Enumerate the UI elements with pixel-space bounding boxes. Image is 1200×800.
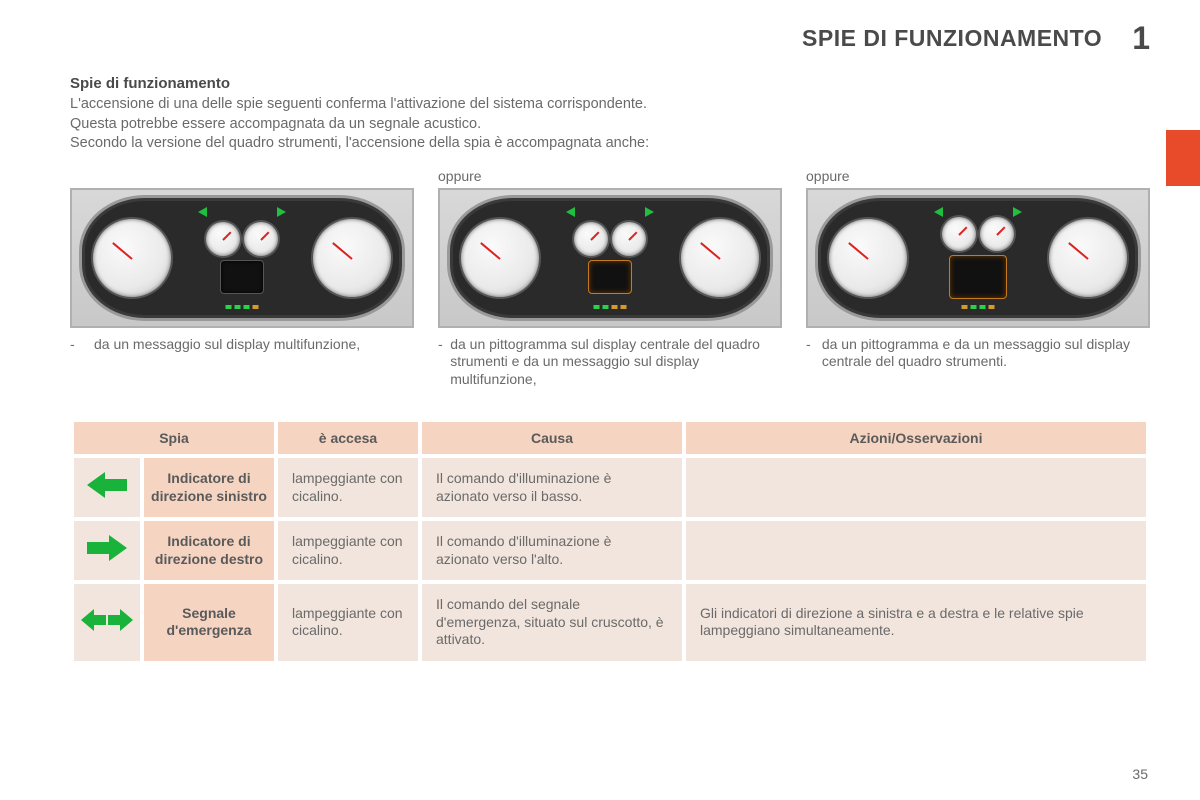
warning-light-strip: [226, 305, 259, 309]
row1-status: lampeggiante con cicalino.: [278, 458, 418, 517]
row3-causa: Il comando del segnale d'emergenza, situ…: [422, 584, 682, 661]
turn-signal-left-icon: [566, 207, 575, 217]
temp-gauge: [244, 222, 278, 256]
row1-name: Indicatore di direzione sinistro: [144, 458, 274, 517]
document-page: SPIE DI FUNZIONAMENTO 1 Spie di funziona…: [0, 0, 1200, 685]
tachometer-gauge: [93, 219, 171, 297]
row1-icon-cell: [74, 458, 140, 517]
speedometer-gauge: [681, 219, 759, 297]
fuel-gauge: [206, 222, 240, 256]
speedometer-gauge: [313, 219, 391, 297]
row3-icon-cell: [74, 584, 140, 661]
arrow-left-icon: [85, 470, 129, 500]
oppure-label-1: oppure: [438, 168, 782, 186]
instrument-cluster-3: [821, 201, 1136, 315]
turn-signal-left-icon: [934, 207, 943, 217]
speedometer-gauge: [1049, 219, 1127, 297]
turn-signal-left-icon: [198, 207, 207, 217]
side-tab: [1166, 130, 1200, 186]
caption-text-3: da un pittogramma e da un messaggio sul …: [822, 336, 1150, 389]
row1-causa: Il comando d'illuminazione è azionato ve…: [422, 458, 682, 517]
th-azioni: Azioni/Osservazioni: [686, 422, 1146, 454]
table-row: Indicatore di direzione destro lampeggia…: [74, 521, 1146, 580]
cluster-row: oppure: [70, 168, 1150, 328]
temp-gauge: [612, 222, 646, 256]
arrow-right-icon: [85, 533, 129, 563]
temp-gauge: [980, 217, 1014, 251]
turn-signal-right-icon: [645, 207, 654, 217]
tachometer-gauge: [461, 219, 539, 297]
row3-status: lampeggiante con cicalino.: [278, 584, 418, 661]
page-header: SPIE DI FUNZIONAMENTO 1: [70, 20, 1150, 57]
table-row: Indicatore di direzione sinistro lampegg…: [74, 458, 1146, 517]
table-row: Segnale d'emergenza lampeggiante con cic…: [74, 584, 1146, 661]
row3-name: Segnale d'emergenza: [144, 584, 274, 661]
cluster-frame-2: [438, 188, 782, 328]
row2-name: Indicatore di direzione destro: [144, 521, 274, 580]
caption-3: -da un pittogramma e da un messaggio sul…: [806, 336, 1150, 389]
arrow-both-icon: [80, 607, 134, 633]
th-causa: Causa: [422, 422, 682, 454]
cluster-col-3: oppure: [806, 168, 1150, 328]
central-display-large: [949, 255, 1007, 299]
intro-text: L'accensione di una delle spie seguenti …: [70, 95, 1150, 154]
row3-azioni: Gli indicatori di direzione a sinistra e…: [686, 584, 1146, 661]
multifunction-display: [220, 260, 264, 294]
turn-signal-right-icon: [1013, 207, 1022, 217]
instrument-cluster-2: [453, 201, 768, 315]
fuel-gauge: [942, 217, 976, 251]
cluster-frame-1: [70, 188, 414, 328]
section-heading: Spie di funzionamento: [70, 75, 1150, 92]
oppure-spacer: [70, 168, 414, 186]
turn-signal-right-icon: [277, 207, 286, 217]
caption-text-1: da un messaggio sul display multifunzion…: [94, 336, 360, 389]
instrument-cluster-1: [85, 201, 400, 315]
row2-status: lampeggiante con cicalino.: [278, 521, 418, 580]
warning-light-strip: [962, 305, 995, 309]
row1-azioni: [686, 458, 1146, 517]
cluster-col-1: [70, 168, 414, 328]
central-display: [588, 260, 632, 294]
th-accesa: è accesa: [278, 422, 418, 454]
page-title: SPIE DI FUNZIONAMENTO: [802, 25, 1102, 52]
table-header-row: Spia è accesa Causa Azioni/Osservazioni: [74, 422, 1146, 454]
caption-1: -da un messaggio sul display multifunzio…: [70, 336, 414, 389]
caption-2: -da un pittogramma sul display centrale …: [438, 336, 782, 389]
page-number: 35: [1132, 766, 1148, 782]
caption-row: -da un messaggio sul display multifunzio…: [70, 336, 1150, 389]
intro-line-3: Secondo la versione del quadro strumenti…: [70, 134, 1150, 154]
chapter-number: 1: [1132, 20, 1150, 57]
tachometer-gauge: [829, 219, 907, 297]
oppure-label-2: oppure: [806, 168, 1150, 186]
warning-light-strip: [594, 305, 627, 309]
row2-icon-cell: [74, 521, 140, 580]
row2-causa: Il comando d'illuminazione è azionato ve…: [422, 521, 682, 580]
fuel-gauge: [574, 222, 608, 256]
intro-line-1: L'accensione di una delle spie seguenti …: [70, 95, 1150, 115]
intro-line-2: Questa potrebbe essere accompagnata da u…: [70, 115, 1150, 135]
cluster-frame-3: [806, 188, 1150, 328]
caption-text-2: da un pittogramma sul display centrale d…: [450, 336, 782, 389]
row2-azioni: [686, 521, 1146, 580]
warning-lights-table: Spia è accesa Causa Azioni/Osservazioni …: [70, 418, 1150, 665]
cluster-col-2: oppure: [438, 168, 782, 328]
th-spia: Spia: [74, 422, 274, 454]
